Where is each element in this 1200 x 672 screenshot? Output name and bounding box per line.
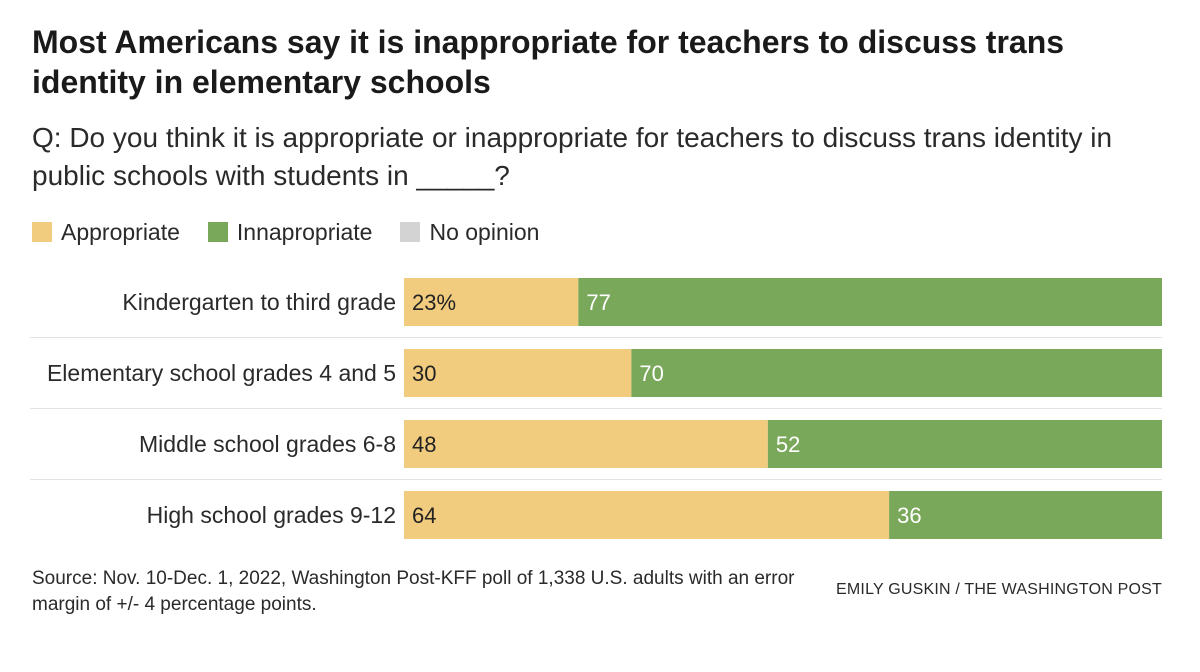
bar-innapropriate-elementary-school-grades-4-and-5 bbox=[631, 349, 1162, 397]
value-label-appropriate-middle-school-grades-6-8: 48 bbox=[412, 432, 436, 457]
value-label-innapropriate-high-school-grades-9-12: 36 bbox=[897, 503, 921, 528]
value-label-appropriate-kindergarten-to-third-grade: 23% bbox=[412, 290, 456, 315]
bar-innapropriate-kindergarten-to-third-grade bbox=[578, 278, 1162, 326]
value-label-appropriate-elementary-school-grades-4-and-5: 30 bbox=[412, 361, 436, 386]
chart-subtitle: Q: Do you think it is appropriate or ina… bbox=[32, 122, 1113, 191]
legend-label-inappropriate: Innapropriate bbox=[236, 218, 373, 245]
value-label-innapropriate-kindergarten-to-third-grade: 77 bbox=[586, 290, 610, 315]
legend-item-inappropriate: Innapropriate bbox=[207, 218, 373, 246]
legend-swatch-inappropriate bbox=[207, 222, 228, 242]
category-label-middle-school-grades-6-8: Middle school grades 6-8 bbox=[139, 431, 396, 457]
value-label-innapropriate-elementary-school-grades-4-and-5: 70 bbox=[639, 361, 663, 386]
category-label-high-school-grades-9-12: High school grades 9-12 bbox=[147, 502, 396, 528]
legend-item-appropriate: Appropriate bbox=[32, 219, 180, 246]
chart-title: Most Americans say it is inappropriate f… bbox=[32, 24, 1065, 100]
legend-item-no-opinion: No opinion bbox=[400, 219, 539, 246]
legend-swatch-appropriate bbox=[32, 222, 52, 242]
value-label-innapropriate-middle-school-grades-6-8: 52 bbox=[776, 432, 800, 457]
legend: Appropriate Innapropriate No opinion bbox=[32, 217, 567, 247]
bar-innapropriate-middle-school-grades-6-8 bbox=[767, 420, 1162, 468]
bar-innapropriate-high-school-grades-9-12 bbox=[889, 491, 1162, 539]
category-label-kindergarten-to-third-grade: Kindergarten to third grade bbox=[122, 289, 396, 315]
legend-label-appropriate: Appropriate bbox=[61, 218, 180, 245]
bar-appropriate-middle-school-grades-6-8 bbox=[404, 420, 768, 468]
stacked-bar-chart: Kindergarten to third grade 23% 77 Elementa… bbox=[30, 278, 1162, 539]
bar-appropriate-high-school-grades-9-12 bbox=[404, 491, 890, 539]
bar-appropriate-kindergarten-to-third-grade bbox=[404, 278, 579, 326]
value-label-appropriate-high-school-grades-9-12: 64 bbox=[412, 503, 436, 528]
legend-swatch-no-opinion bbox=[400, 222, 421, 242]
legend-label-no-opinion: No opinion bbox=[429, 218, 540, 245]
credit-line: EMILY GUSKIN / THE WASHINGTON POST bbox=[836, 581, 1162, 598]
source-note: Source: Nov. 10-Dec. 1, 2022, Washington… bbox=[32, 568, 795, 615]
category-label-elementary-school-grades-4-and-5: Elementary school grades 4 and 5 bbox=[47, 360, 396, 386]
bar-appropriate-elementary-school-grades-4-and-5 bbox=[404, 349, 632, 397]
